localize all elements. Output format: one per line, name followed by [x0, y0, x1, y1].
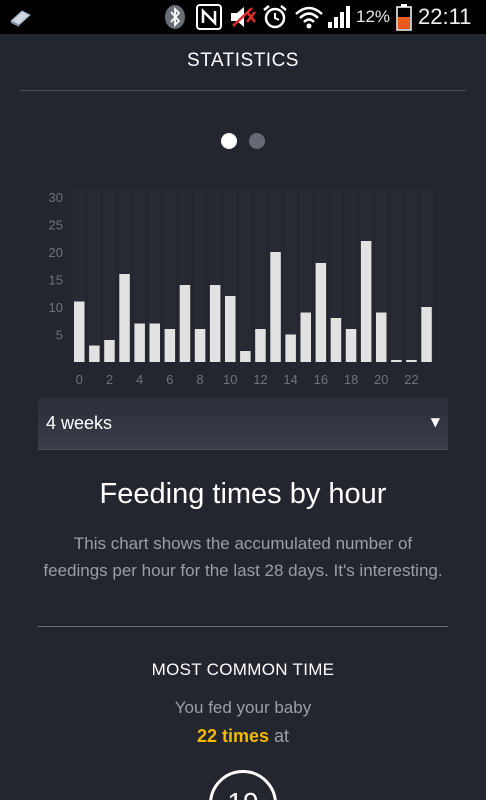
chart-bar-hour-17[interactable] — [330, 318, 342, 362]
chart-bar-hour-0[interactable] — [74, 301, 85, 363]
y-tick-label: 15 — [49, 273, 63, 288]
x-tick-label: 20 — [374, 372, 388, 387]
chart-bar-hour-8[interactable] — [194, 329, 206, 362]
chart-column-stripe — [133, 191, 146, 362]
feeding-bar-chart: 5 10 15 20 25 30 0 2 4 6 8 10 12 14 16 18 20 22 — [49, 190, 433, 387]
most-common-heading: MOST COMMON TIME — [151, 660, 335, 679]
wifi-icon — [294, 0, 324, 34]
chart-column-stripe — [193, 191, 207, 362]
chart-column-stripe — [254, 191, 267, 362]
x-tick-label: 14 — [283, 372, 297, 387]
x-tick-label: 10 — [223, 372, 237, 387]
chart-column-stripe — [284, 191, 297, 362]
chart-bar-hour-22[interactable] — [406, 360, 417, 362]
signal-icon — [326, 0, 352, 34]
chart-column-stripe — [239, 191, 252, 362]
chart-bar-hour-10[interactable] — [225, 296, 236, 362]
mute-icon — [228, 0, 256, 34]
most-common-count-line: 22 times at — [0, 726, 486, 747]
chart-bar-hour-11[interactable] — [240, 351, 251, 362]
chart-column-stripe — [88, 191, 101, 362]
chart-bar-hour-1[interactable] — [89, 345, 100, 363]
y-tick-label: 25 — [49, 218, 63, 233]
chart-bar-hour-19[interactable] — [360, 241, 372, 362]
page-title: STATISTICS — [187, 50, 299, 71]
chart-bar-hour-13[interactable] — [270, 252, 281, 362]
page-dot-1[interactable] — [221, 133, 237, 149]
chart-column-stripe — [344, 191, 358, 362]
most-common-subtext: You fed your baby — [174, 698, 312, 717]
time-range-selected: 4 weeks — [46, 413, 113, 433]
chart-column-stripe — [163, 191, 177, 362]
chart-column-stripe — [405, 191, 418, 362]
time-range-dropdown[interactable]: 4 weeks ▼ — [38, 398, 448, 450]
most-common-hour: 19 — [212, 787, 274, 800]
chart-bar-hour-4[interactable] — [134, 323, 145, 363]
chart-column-stripe — [103, 191, 116, 362]
x-tick-label: 18 — [344, 372, 358, 387]
most-common-hour-circle: 19 — [209, 770, 277, 800]
header-divider — [20, 90, 466, 91]
battery-icon — [396, 0, 412, 34]
chart-bar-hour-23[interactable] — [421, 307, 432, 362]
page-dot-2[interactable] — [249, 133, 265, 149]
y-tick-label: 20 — [49, 245, 63, 260]
status-bar: 12% 22:11 — [0, 0, 486, 34]
chart-bar-hour-12[interactable] — [255, 329, 266, 362]
x-tick-label: 22 — [404, 372, 418, 387]
chart-bar-hour-5[interactable] — [149, 323, 161, 363]
chart-bar-hour-2[interactable] — [104, 340, 115, 362]
y-tick-label: 5 — [56, 328, 63, 343]
alarm-icon — [262, 0, 288, 34]
chart-bar-hour-15[interactable] — [300, 312, 312, 363]
chart-bar-hour-20[interactable] — [376, 312, 387, 363]
chart-bar-hour-16[interactable] — [315, 263, 327, 362]
notification-app-icon — [8, 0, 32, 34]
most-common-at: at — [274, 726, 290, 746]
chart-bar-hour-7[interactable] — [179, 285, 191, 362]
nfc-icon — [196, 0, 222, 34]
chart-column-stripe — [390, 191, 403, 362]
chart-bar-hour-6[interactable] — [164, 329, 176, 362]
most-common-count: 22 times — [196, 726, 269, 746]
battery-percent: 12% — [356, 7, 391, 26]
chart-column-stripe — [148, 191, 161, 362]
x-tick-label: 8 — [196, 372, 203, 387]
chart-description: This chart shows the accumulated number … — [43, 534, 443, 580]
x-tick-label: 4 — [136, 372, 143, 387]
x-tick-label: 6 — [166, 372, 173, 387]
dropdown-arrow-icon: ▼ — [430, 415, 440, 429]
chart-bar-hour-3[interactable] — [119, 274, 130, 362]
chart-bar-hour-14[interactable] — [285, 334, 296, 363]
chart-title: Feeding times by hour — [99, 478, 387, 510]
clock-time: 22:11 — [418, 4, 472, 29]
bluetooth-icon — [164, 0, 186, 34]
y-tick-label: 10 — [49, 300, 63, 315]
x-tick-label: 0 — [76, 372, 83, 387]
x-tick-label: 12 — [253, 372, 267, 387]
x-tick-label: 2 — [106, 372, 113, 387]
y-tick-label: 30 — [49, 190, 63, 205]
chart-bar-hour-9[interactable] — [209, 285, 221, 362]
chart-bar-hour-21[interactable] — [391, 360, 402, 362]
x-tick-label: 16 — [314, 372, 328, 387]
chart-bar-hour-18[interactable] — [345, 329, 357, 362]
page-indicator[interactable] — [0, 133, 486, 149]
section-divider — [38, 626, 448, 627]
